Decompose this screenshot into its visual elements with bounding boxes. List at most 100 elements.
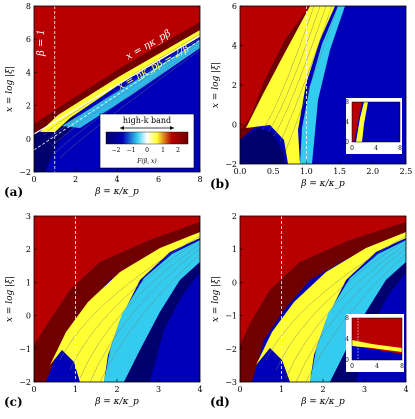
y-tick-label: 6 xyxy=(232,2,237,11)
x-tick-label: 4 xyxy=(403,385,408,394)
panel-c-cyan-band xyxy=(104,240,200,382)
inset-red xyxy=(352,102,362,142)
inset-ytick: 4 xyxy=(345,336,349,343)
x-tick-label: 0 xyxy=(31,175,36,184)
y-tick-label: 0 xyxy=(232,121,237,130)
y-tick-label: −3 xyxy=(225,378,237,387)
inset-blue xyxy=(352,344,402,360)
x-axis-label: β = κ/κ_p xyxy=(300,397,345,407)
y-tick-label: −1 xyxy=(19,345,31,354)
legend-tick: −1 xyxy=(127,147,136,154)
y-tick-label: 8 xyxy=(26,2,31,11)
x-tick-label: 1.5 xyxy=(333,167,346,176)
panel-d-cyan-band xyxy=(310,240,406,382)
inset-ytick: 0 xyxy=(345,139,349,146)
x-tick-label: 0 xyxy=(237,385,242,394)
panel-label: (d) xyxy=(210,395,230,409)
inset-ytick: 8 xyxy=(345,315,349,322)
inset-xtick: 0 xyxy=(350,145,354,152)
x-tick-label: 3 xyxy=(362,385,367,394)
x-tick-label: 6 xyxy=(156,175,161,184)
legend-title: high-k band xyxy=(123,116,171,125)
inset-xtick: 8 xyxy=(400,363,404,370)
panel-d-dark-red-band xyxy=(240,222,406,382)
panel-c-contours xyxy=(59,235,201,383)
legend-tick: 0 xyxy=(145,147,149,154)
inset-xtick: 0 xyxy=(350,363,354,370)
legend-tick: −2 xyxy=(112,147,121,154)
x-tick-label: 2.0 xyxy=(366,167,379,176)
y-tick-label: 0 xyxy=(26,135,31,144)
x-tick-label: 3 xyxy=(156,385,161,394)
inset-yellow xyxy=(356,102,368,142)
y-tick-label: 3 xyxy=(26,212,31,221)
panel-label: (a) xyxy=(4,185,23,199)
panel-c-dark-blue-band xyxy=(124,262,200,382)
y-tick-label: −2 xyxy=(225,160,237,169)
inset-ytick: 0 xyxy=(345,357,349,364)
x-tick-label: 1.0 xyxy=(300,167,313,176)
y-tick-label: 1 xyxy=(232,245,237,254)
legend-arrow-head-left xyxy=(120,126,124,130)
panel-c-dark-red-band xyxy=(34,222,200,382)
y-tick-label: −2 xyxy=(19,168,31,177)
panel-b-dark-blue-band xyxy=(240,128,286,164)
x-tick-label: 0 xyxy=(31,385,36,394)
x-axis-label: β = κ/κ_p xyxy=(94,397,139,407)
panel-d-yellow-band xyxy=(256,232,406,382)
inset-ytick: 8 xyxy=(345,99,349,106)
x-tick-label: 4 xyxy=(197,385,202,394)
y-tick-label: 6 xyxy=(26,35,31,44)
inset-xtick: 4 xyxy=(374,145,378,152)
y-axis-label: x = log |ξ| xyxy=(5,66,15,112)
y-tick-label: −1 xyxy=(225,312,237,321)
panel-b: 0 4 8 0 4 8 xyxy=(239,5,407,165)
inset-xtick: 8 xyxy=(398,145,402,152)
legend-tick: 2 xyxy=(176,147,180,154)
inset-yellow xyxy=(352,340,402,352)
panel-a-line-eta xyxy=(33,35,201,135)
panel-label: (b) xyxy=(210,177,230,191)
x-tick-label: 4 xyxy=(114,175,119,184)
panel-c xyxy=(33,215,201,383)
y-tick-label: 2 xyxy=(232,81,237,90)
legend-arrow-head-right xyxy=(170,126,174,130)
panel-b-inset: 0 4 8 0 4 8 xyxy=(345,98,402,154)
legend-colorbar xyxy=(105,131,189,145)
y-tick-label: 2 xyxy=(26,245,31,254)
panel-b-cyan-band xyxy=(300,6,345,164)
y-tick-label: 4 xyxy=(232,42,237,51)
y-tick-label: 2 xyxy=(26,102,31,111)
x-tick-label: 2 xyxy=(114,385,119,394)
panel-d: 0 4 8 0 4 8 xyxy=(239,215,407,383)
panel-a-legend: high-k band −2 −1 0 1 2 F(β xyxy=(99,113,195,169)
panel-a-line-eta-minus xyxy=(33,39,201,151)
y-tick-label: 4 xyxy=(26,68,31,77)
inset-frame xyxy=(351,101,401,143)
panel-a-cyan-band xyxy=(62,40,200,128)
inset-frame xyxy=(351,317,403,361)
y-axis-label: x = log |ξ| xyxy=(5,276,15,322)
y-tick-label: 2 xyxy=(232,212,237,221)
x-tick-label: 0.5 xyxy=(267,167,280,176)
x-tick-label: 2.5 xyxy=(400,167,413,176)
panel-label: (c) xyxy=(4,395,23,409)
panel-b-contours xyxy=(261,5,339,151)
x-tick-label: 2 xyxy=(73,175,78,184)
legend-tick: 1 xyxy=(161,147,165,154)
y-tick-label: −2 xyxy=(225,345,237,354)
y-tick-label: 0 xyxy=(232,278,237,287)
panel-a-annotation-beta1: β = 1 xyxy=(36,29,47,57)
panel-b-yellow-band xyxy=(246,6,335,164)
inset-xtick: 4 xyxy=(375,363,379,370)
x-tick-label: 0.0 xyxy=(234,167,247,176)
x-axis-label: β = κ/κ_p xyxy=(300,179,345,189)
x-tick-label: 8 xyxy=(197,175,202,184)
x-tick-label: 1 xyxy=(73,385,78,394)
y-axis-label: x = log |ξ| xyxy=(211,62,221,108)
x-tick-label: 1 xyxy=(279,385,284,394)
inset-ytick: 4 xyxy=(345,119,349,126)
y-tick-label: 0 xyxy=(26,312,31,321)
